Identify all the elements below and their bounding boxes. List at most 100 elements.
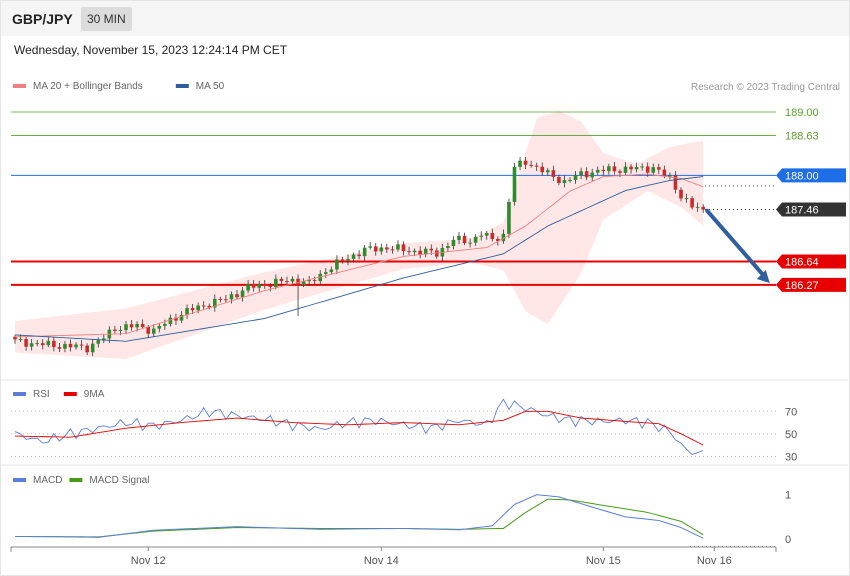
candle-body bbox=[157, 325, 162, 329]
candle-body bbox=[240, 290, 245, 298]
candle-body bbox=[57, 347, 62, 349]
rsi-legend-swatch bbox=[13, 392, 26, 396]
rsi-legend-label: 9MA bbox=[84, 389, 105, 400]
candle-body bbox=[612, 166, 617, 172]
candle-body bbox=[462, 235, 467, 244]
candle-body bbox=[584, 171, 589, 178]
candle-body bbox=[146, 327, 150, 334]
candle-body bbox=[307, 280, 311, 282]
timeframe-button[interactable]: 30 MIN bbox=[81, 7, 132, 31]
candle-body bbox=[601, 169, 606, 172]
candle-body bbox=[579, 171, 583, 176]
candle-body bbox=[429, 248, 434, 251]
candle-body bbox=[634, 166, 639, 170]
candle-body bbox=[640, 166, 644, 168]
candle-body bbox=[335, 259, 339, 270]
candle-body bbox=[373, 246, 378, 252]
candle-body bbox=[168, 317, 173, 324]
rsi-tick-label: 50 bbox=[785, 429, 797, 441]
candle-body bbox=[40, 343, 45, 346]
candle-body bbox=[135, 323, 139, 328]
candle-body bbox=[423, 248, 428, 255]
level-label-188.63: 188.63 bbox=[785, 130, 819, 142]
candle-body bbox=[251, 283, 256, 288]
candle-body bbox=[201, 305, 206, 307]
level-label-188.00: 188.00 bbox=[785, 170, 819, 182]
candle-body bbox=[129, 324, 134, 328]
candle-body bbox=[357, 254, 361, 257]
candle-body bbox=[213, 298, 217, 308]
level-tag-187.46 bbox=[776, 202, 846, 217]
candle-body bbox=[523, 160, 528, 165]
candle-body bbox=[496, 238, 500, 242]
macd-tick-label: 0 bbox=[785, 534, 791, 546]
candle-body bbox=[29, 343, 34, 347]
candle-body bbox=[518, 160, 522, 167]
candle-body bbox=[185, 308, 189, 315]
candle-body bbox=[490, 232, 495, 239]
candle-body bbox=[662, 169, 667, 176]
candle-body bbox=[13, 336, 17, 340]
candle-body bbox=[218, 298, 223, 300]
candle-body bbox=[695, 206, 700, 208]
candle-body bbox=[274, 278, 278, 288]
candle-body bbox=[540, 166, 545, 173]
candle-body bbox=[379, 247, 384, 252]
candle-body bbox=[390, 249, 395, 251]
candle-body bbox=[24, 339, 28, 347]
candle-body bbox=[501, 233, 506, 242]
candle-body bbox=[473, 236, 478, 243]
candle-body bbox=[546, 170, 550, 173]
price-legend-label: MA 50 bbox=[196, 81, 225, 92]
candle-body bbox=[340, 259, 345, 262]
candle-body bbox=[451, 239, 456, 247]
candle-body bbox=[35, 343, 39, 345]
candle-body bbox=[113, 329, 117, 331]
bollinger-band-area bbox=[15, 110, 704, 359]
macd-signal-line bbox=[14, 498, 704, 538]
candle-body bbox=[551, 170, 556, 177]
candle-body bbox=[329, 269, 334, 273]
candle-body bbox=[468, 242, 472, 244]
rsi-tick-label: 70 bbox=[785, 406, 797, 418]
candle-body bbox=[246, 283, 250, 291]
candle-body bbox=[679, 189, 683, 199]
top-bar: GBP/JPY 30 MIN bbox=[1, 1, 849, 36]
candle-body bbox=[151, 328, 156, 334]
candle-body bbox=[529, 164, 533, 166]
candle-body bbox=[312, 280, 317, 282]
candle-body bbox=[668, 175, 672, 177]
candle-body bbox=[412, 250, 417, 253]
candle-body bbox=[207, 305, 212, 308]
copyright-label: Research © 2023 Trading Central bbox=[691, 82, 840, 93]
level-label-189.00: 189.00 bbox=[785, 107, 819, 119]
candle-body bbox=[90, 343, 95, 353]
x-tick-label: Nov 14 bbox=[364, 555, 399, 567]
candle-body bbox=[68, 343, 73, 348]
candle-body bbox=[418, 250, 422, 255]
candle-body bbox=[279, 278, 284, 282]
candle-body bbox=[74, 344, 78, 348]
macd-line bbox=[14, 494, 704, 539]
candle-body bbox=[512, 166, 517, 202]
candle-body bbox=[346, 258, 350, 262]
rsi-ma-line bbox=[14, 410, 704, 446]
macd-legend-swatch bbox=[13, 478, 26, 482]
candle-body bbox=[290, 278, 295, 282]
candle-body bbox=[701, 206, 705, 210]
candle-body bbox=[140, 323, 145, 328]
candle-body bbox=[607, 166, 611, 172]
candle-body bbox=[568, 179, 572, 181]
candle-body bbox=[401, 244, 406, 252]
candle-body bbox=[163, 323, 167, 326]
candle-body bbox=[651, 167, 656, 173]
x-tick-label: Nov 16 bbox=[697, 555, 732, 567]
candle-body bbox=[301, 281, 306, 286]
candle-body bbox=[407, 251, 411, 253]
rsi-legend-swatch bbox=[63, 392, 77, 396]
candle-body bbox=[262, 284, 267, 286]
candle-body bbox=[351, 254, 356, 259]
level-tag-186.64 bbox=[776, 254, 846, 269]
timestamp-label: Wednesday, November 15, 2023 12:24:14 PM… bbox=[14, 43, 288, 57]
